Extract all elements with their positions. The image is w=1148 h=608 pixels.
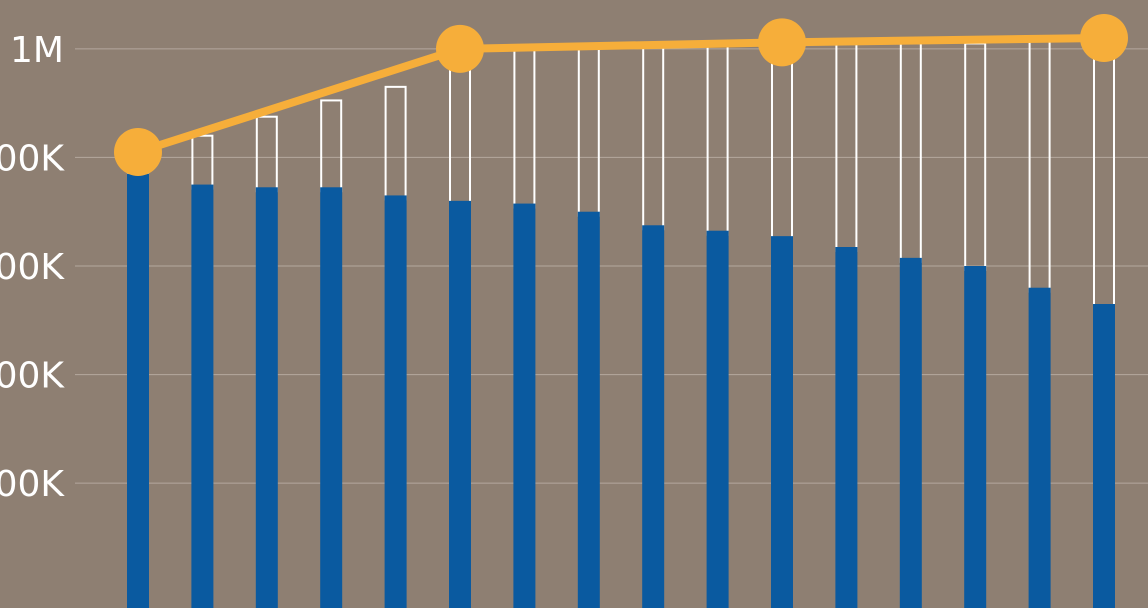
y-tick-label: 00K (0, 138, 65, 179)
bar (1028, 287, 1051, 608)
y-axis-ticks: 1M 00K 00K 00K 00K (0, 30, 65, 505)
bar (1093, 304, 1115, 608)
bar (577, 211, 600, 608)
bar (255, 187, 278, 608)
filled-bars (127, 173, 1115, 608)
bar (706, 230, 729, 608)
bar (899, 257, 922, 608)
line-point (758, 18, 806, 67)
bar (964, 266, 987, 608)
y-tick-label: 00K (0, 356, 65, 397)
bar (835, 247, 858, 608)
bar (191, 184, 214, 608)
y-tick-label: 00K (0, 247, 65, 288)
bar (127, 173, 149, 608)
line-series (114, 14, 1128, 176)
line-point (114, 128, 162, 176)
line-point (436, 24, 484, 73)
bar (642, 225, 665, 608)
bar (320, 187, 343, 608)
bar (384, 195, 407, 608)
series-line (136, 34, 1105, 156)
line-point (1080, 14, 1128, 62)
y-tick-label: 1M (10, 30, 64, 71)
bar (771, 236, 793, 608)
y-tick-label: 00K (0, 464, 65, 505)
bar (513, 203, 536, 608)
bar (449, 200, 471, 608)
